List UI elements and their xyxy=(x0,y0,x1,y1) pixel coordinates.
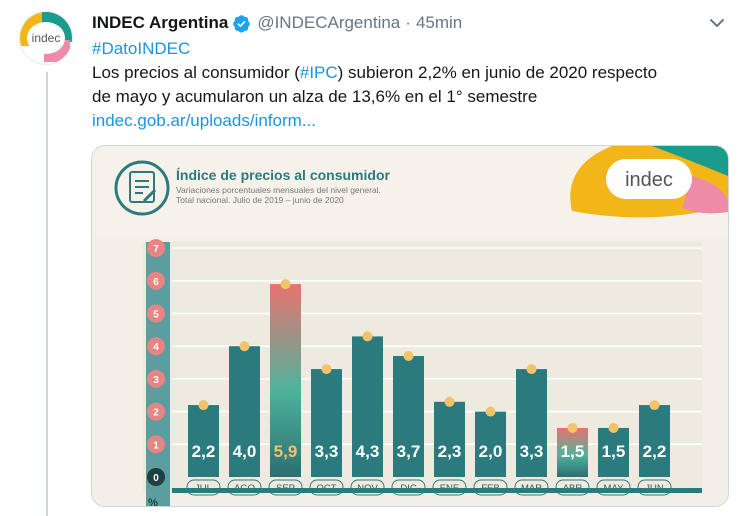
account-handle[interactable]: @INDECArgentina xyxy=(257,13,401,32)
y-tick-marker xyxy=(147,369,165,388)
infographic-subtitle-1: Variaciones porcentuales mensuales del n… xyxy=(176,185,381,195)
tweet-header: INDEC Argentina @INDECArgentina · 45min xyxy=(92,11,462,35)
bar xyxy=(434,401,465,477)
clipboard-icon xyxy=(114,160,170,216)
y-tick-marker xyxy=(147,304,165,323)
data-label: 3,7 xyxy=(397,442,421,461)
bar xyxy=(393,356,424,477)
avatar-label: indec xyxy=(27,22,65,54)
bar-top-marker xyxy=(649,400,660,411)
data-label: 2,0 xyxy=(479,442,503,461)
media-card[interactable]: indec Índice de precios al consumidor Va… xyxy=(91,145,729,507)
bar xyxy=(557,427,588,477)
logo-pink-shape xyxy=(682,176,728,214)
logo-text: indec xyxy=(625,169,673,191)
bar xyxy=(188,405,219,477)
y-axis-ticks: 0 1 2 3 4 5 6 7 xyxy=(147,239,165,486)
infographic-title: Índice de precios al consumidor xyxy=(176,167,390,183)
thread-line xyxy=(46,72,48,516)
bar xyxy=(475,411,506,477)
data-label: 3,3 xyxy=(520,442,544,461)
bar-top-marker xyxy=(485,406,496,417)
bar xyxy=(270,284,301,477)
y-tick-label: 2 xyxy=(153,408,159,419)
bar-top-marker xyxy=(444,396,455,407)
y-tick-marker xyxy=(147,468,165,486)
logo-pill xyxy=(606,159,692,199)
data-label: 3,3 xyxy=(315,442,339,461)
logo-teal-shape xyxy=(652,146,728,176)
data-label: 1,5 xyxy=(602,442,626,461)
ipc-hashtag-link[interactable]: #IPC xyxy=(299,63,338,82)
chevron-down-icon[interactable] xyxy=(707,13,727,33)
data-label: 4,0 xyxy=(233,442,257,461)
bar xyxy=(352,336,383,477)
y-tick-marker xyxy=(147,402,165,421)
data-label: 2,2 xyxy=(643,442,667,461)
bar-top-marker xyxy=(608,422,619,433)
y-tick-label: 3 xyxy=(153,375,159,386)
external-link[interactable]: indec.gob.ar/uploads/inform... xyxy=(92,111,316,130)
bar xyxy=(229,346,260,477)
infographic-svg: indec Índice de precios al consumidor Va… xyxy=(92,146,728,506)
tweet-timestamp[interactable]: 45min xyxy=(415,13,463,32)
bar-top-marker xyxy=(198,400,209,411)
infographic-subtitle-2: Total nacional. Julio de 2019 – junio de… xyxy=(176,195,344,205)
data-label: 2,2 xyxy=(192,442,216,461)
avatar[interactable]: indec xyxy=(20,12,72,64)
unit-label: % xyxy=(148,497,158,506)
y-tick-label: 4 xyxy=(153,342,159,353)
tweet-text-part: ) subieron 2,2% en junio de 2020 respect… xyxy=(337,63,658,82)
bar-top-marker xyxy=(526,364,537,375)
bar-top-marker xyxy=(321,364,332,375)
bar xyxy=(598,427,629,477)
data-label: 1,5 xyxy=(561,442,585,461)
y-tick-label: 5 xyxy=(153,310,159,321)
y-tick-marker xyxy=(147,239,165,258)
bar-top-marker xyxy=(567,422,578,433)
tweet-text-part: Los precios al consumidor ( xyxy=(92,63,300,82)
y-tick-label: 0 xyxy=(153,473,159,484)
hashtag-link[interactable]: #DatoINDEC xyxy=(92,39,191,58)
tweet-text: #DatoINDEC Los precios al consumidor (#I… xyxy=(92,37,722,133)
data-label: 2,3 xyxy=(438,442,462,461)
y-tick-label: 6 xyxy=(153,277,159,288)
bar-top-marker xyxy=(239,341,250,352)
bar xyxy=(639,405,670,477)
y-tick-label: 7 xyxy=(153,244,159,255)
bar-top-marker xyxy=(362,331,373,342)
data-label: 4,3 xyxy=(356,442,380,461)
bar xyxy=(516,369,547,477)
data-label: 5,9 xyxy=(274,442,298,461)
account-name[interactable]: INDEC Argentina xyxy=(92,13,229,32)
separator-dot: · xyxy=(405,13,411,32)
y-tick-marker xyxy=(147,271,165,290)
tweet-text-line: de mayo y acumularon un alza de 13,6% en… xyxy=(92,87,538,106)
y-tick-marker xyxy=(147,337,165,356)
x-axis-baseline xyxy=(172,488,702,493)
bar-top-marker xyxy=(403,351,414,362)
bar-top-marker xyxy=(280,279,291,290)
bar xyxy=(311,369,342,477)
y-tick-marker xyxy=(147,435,165,454)
y-tick-label: 1 xyxy=(153,440,159,451)
verified-badge-icon xyxy=(233,14,251,33)
